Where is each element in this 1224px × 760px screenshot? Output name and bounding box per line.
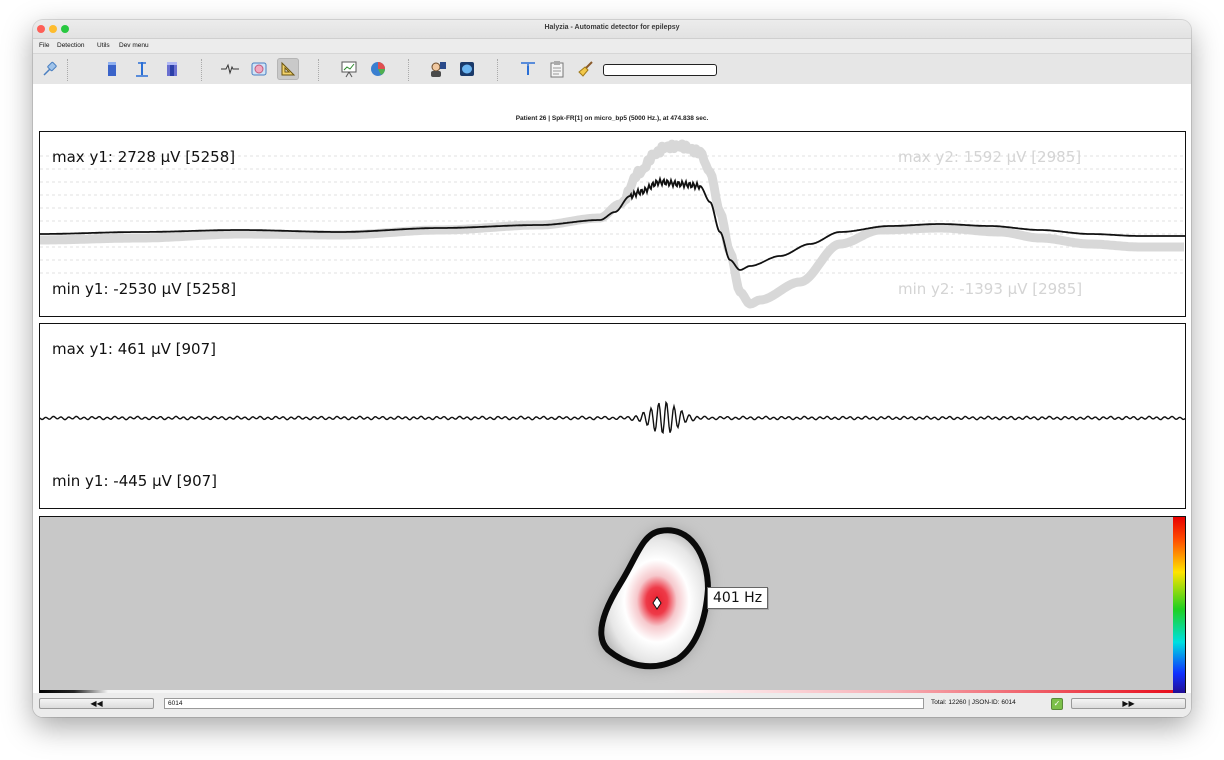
- total-count-label: Total: 12260 | JSON-ID: 6014: [931, 699, 1016, 706]
- navigation-bar: ◀◀ 6014 Total: 12260 | JSON-ID: 6014 ✓ ▶…: [33, 693, 1191, 717]
- raw-signal-panel: max y1: 2728 µV [5258] min y1: -2530 µV …: [39, 131, 1186, 317]
- progress-bar: [603, 64, 717, 76]
- patient-icon[interactable]: [427, 58, 449, 80]
- window-title: Halyzia - Automatic detector for epileps…: [544, 24, 680, 31]
- raw-signal-plot: [40, 139, 1185, 309]
- min-y1-label: min y1: -2530 µV [5258]: [52, 280, 237, 298]
- brain-scan-icon[interactable]: [248, 58, 270, 80]
- brain-icon[interactable]: [456, 58, 478, 80]
- menu-detection[interactable]: Detection: [57, 42, 85, 49]
- spectrogram-plot: [40, 517, 1185, 701]
- clipboard-icon[interactable]: [546, 58, 568, 80]
- signal-trace: [40, 175, 1185, 271]
- minimize-window-button[interactable]: [49, 25, 57, 33]
- menu-bar: File Detection Utils Dev menu: [33, 39, 1191, 52]
- close-window-button[interactable]: [37, 25, 45, 33]
- min-y2-label: min y2: -1393 µV [2985]: [898, 280, 1083, 298]
- blue-bar-icon[interactable]: [101, 58, 123, 80]
- max-y2-label: max y2: 1592 µV [2985]: [898, 148, 1082, 166]
- main-content: Patient 26 | Spk-FR[1] on micro_bp5 (500…: [33, 84, 1191, 717]
- frequency-label: 401 Hz: [707, 587, 769, 609]
- min-y1-filtered-label: min y1: -445 µV [907]: [52, 472, 218, 490]
- title-bar: Halyzia - Automatic detector for epileps…: [33, 20, 1191, 39]
- ruler-icon[interactable]: [277, 58, 299, 80]
- menu-utils[interactable]: Utils: [97, 42, 110, 49]
- cursor-bar-icon[interactable]: [131, 58, 153, 80]
- event-id-input[interactable]: 6014: [164, 698, 924, 709]
- menu-file[interactable]: File: [39, 42, 50, 49]
- broom-icon[interactable]: [575, 58, 597, 80]
- app-window: Halyzia - Automatic detector for epileps…: [33, 20, 1191, 717]
- waveform-icon[interactable]: [219, 58, 241, 80]
- previous-button[interactable]: ◀◀: [39, 698, 154, 709]
- next-button[interactable]: ▶▶: [1071, 698, 1186, 709]
- presentation-icon[interactable]: [338, 58, 360, 80]
- dual-bar-icon[interactable]: [161, 58, 183, 80]
- max-y1-label: max y1: 2728 µV [5258]: [52, 148, 236, 166]
- info-filter-icon[interactable]: [517, 58, 539, 80]
- toolbar: [33, 53, 1191, 85]
- filtered-signal-panel: max y1: 461 µV [907] min y1: -445 µV [90…: [39, 323, 1186, 509]
- zoom-window-button[interactable]: [61, 25, 69, 33]
- event-info: Patient 26 | Spk-FR[1] on micro_bp5 (500…: [515, 115, 709, 122]
- pie-chart-icon[interactable]: [367, 58, 389, 80]
- spectrogram-panel: 401 Hz: [39, 516, 1186, 702]
- max-y1-filtered-label: max y1: 461 µV [907]: [52, 340, 216, 358]
- pin-icon[interactable]: [39, 58, 61, 80]
- filtered-trace: [40, 400, 1185, 435]
- menu-dev-menu[interactable]: Dev menu: [119, 42, 149, 49]
- ghost-trace: [40, 139, 1185, 309]
- filtered-signal-plot: [40, 400, 1185, 435]
- validated-checkbox[interactable]: ✓: [1051, 698, 1063, 710]
